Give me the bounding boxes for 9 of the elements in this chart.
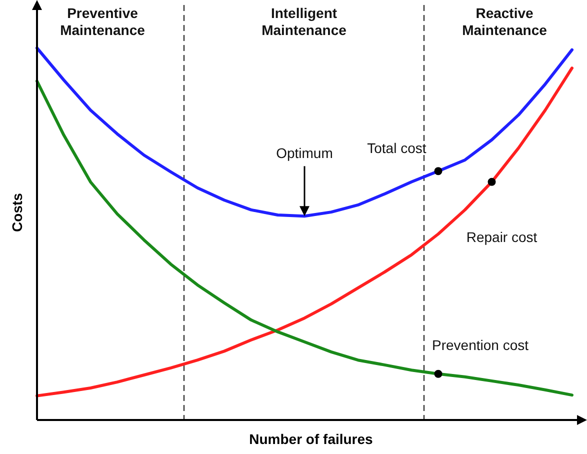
- text: Intelligent Maintenance: [262, 5, 347, 38]
- annotation: Repair cost: [466, 228, 538, 245]
- text: Reactive Maintenance: [462, 5, 548, 38]
- x-axis-title: Number of failures: [249, 431, 374, 447]
- text: Preventive Maintenance: [60, 5, 146, 38]
- annotation: Optimum: [276, 145, 333, 162]
- annotation: Prevention cost: [432, 336, 529, 353]
- annotation: Total cost: [367, 140, 426, 156]
- y-axis-title: Costs: [9, 192, 25, 232]
